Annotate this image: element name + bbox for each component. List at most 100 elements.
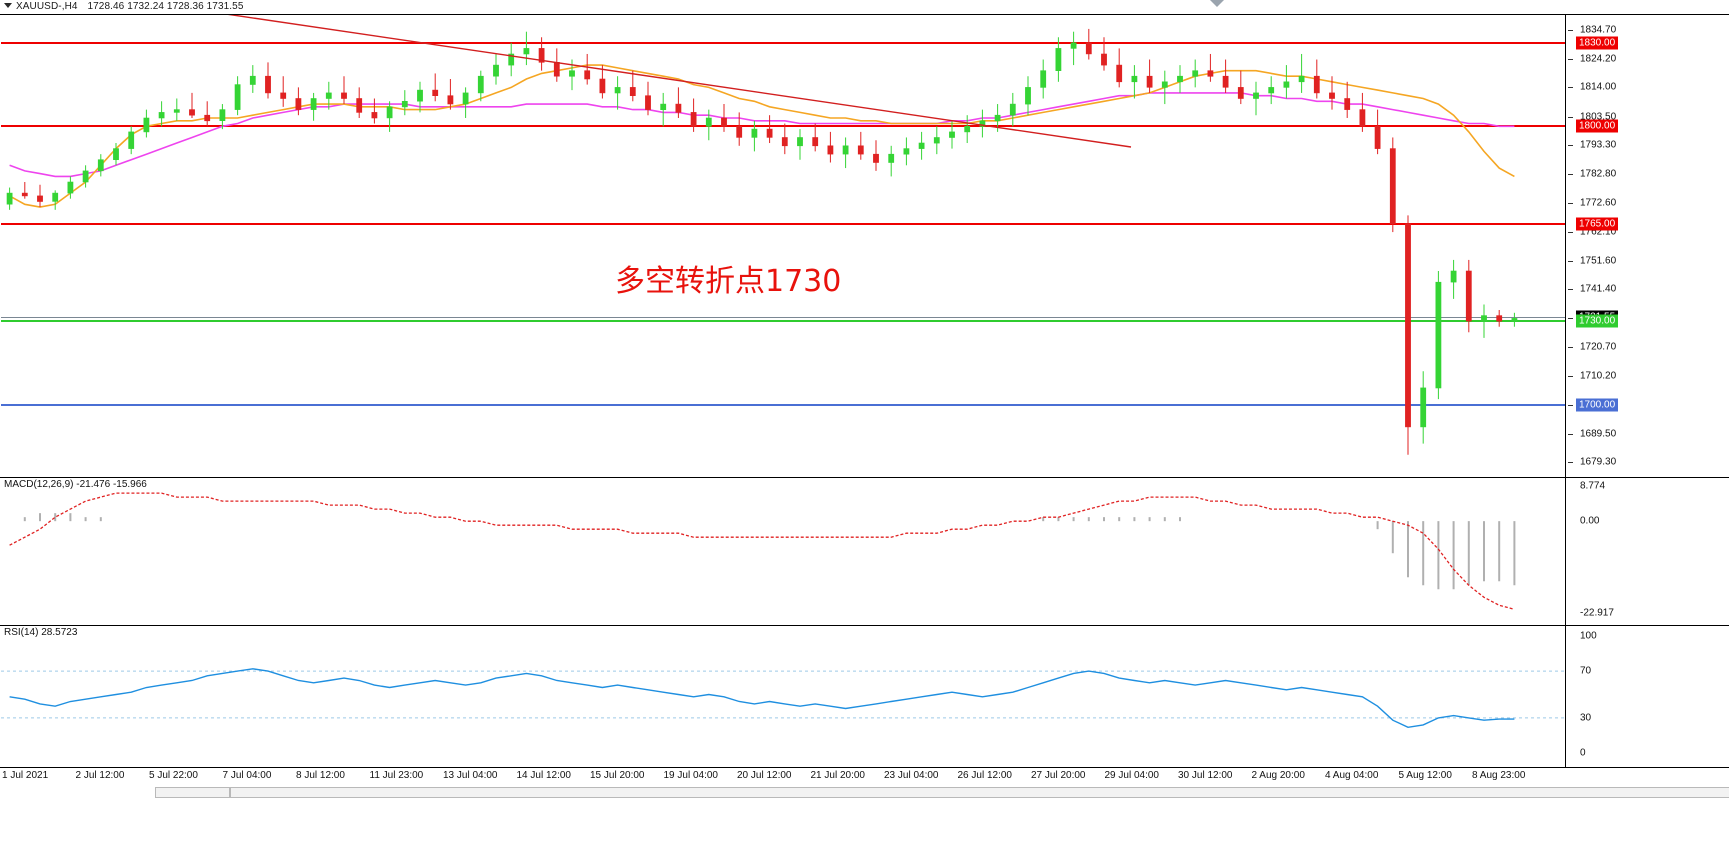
candle-body — [614, 87, 621, 94]
candle-body — [1435, 281, 1442, 389]
candle-body — [432, 89, 439, 96]
triangle-down-handle-icon[interactable] — [1210, 0, 1224, 7]
rsi-axis-label: 0 — [1580, 747, 1586, 759]
candle-body — [781, 137, 788, 147]
macd-axis: 8.774 0.00 -22.917 — [1565, 478, 1729, 625]
price-level-tag[interactable]: 1730.00 — [1576, 314, 1619, 328]
candle-body — [462, 92, 469, 105]
candle-body — [219, 109, 226, 121]
time-axis-label: 29 Jul 04:00 — [1104, 770, 1160, 781]
price-level-tag[interactable]: 1830.00 — [1576, 36, 1619, 50]
candle-body — [341, 92, 347, 99]
rsi-axis-label: 30 — [1580, 712, 1592, 724]
axis-tick — [1568, 347, 1573, 349]
tab-segment[interactable] — [155, 787, 230, 798]
price-axis-label: 1814.00 — [1580, 81, 1617, 93]
candle-body — [173, 109, 180, 113]
chart-tab-row[interactable] — [0, 787, 1729, 799]
candle-body — [1359, 109, 1366, 127]
price-level-tag[interactable]: 1800.00 — [1576, 119, 1619, 133]
time-axis-label: 14 Jul 12:00 — [516, 770, 572, 781]
candle-body — [1405, 223, 1411, 428]
macd-series-svg — [9, 492, 1516, 610]
time-axis-label: 13 Jul 04:00 — [443, 770, 498, 781]
candle-body — [1070, 42, 1077, 49]
candle-body — [1283, 81, 1290, 88]
candle-body — [645, 95, 651, 110]
candle-body — [1344, 98, 1351, 110]
candle-body — [1025, 87, 1031, 105]
rsi-plot-area[interactable] — [1, 626, 1565, 767]
price-level-line[interactable] — [1, 320, 1565, 323]
time-axis-label: 20 Jul 12:00 — [737, 770, 792, 781]
price-axis[interactable]: 1834.70 1824.20 1814.00 1803.50 1793.30 1782.… — [1565, 15, 1729, 477]
candle-body — [751, 128, 758, 138]
candle-body — [1481, 315, 1487, 322]
axis-tick — [1568, 376, 1573, 378]
price-axis-label: 1824.20 — [1580, 53, 1617, 65]
rsi-axis: 100 70 30 0 — [1565, 626, 1729, 767]
axis-tick — [1568, 261, 1573, 263]
candle-body — [979, 120, 986, 127]
candle-body — [797, 137, 803, 147]
price-axis-label: 1689.50 — [1580, 428, 1617, 440]
candle-body — [827, 145, 834, 155]
price-level-line[interactable] — [1, 403, 1565, 406]
candle-body — [1101, 53, 1107, 66]
candle-body — [234, 84, 241, 110]
candle-body — [903, 148, 910, 155]
time-axis[interactable]: 1 Jul 2021 2 Jul 12:00 5 Jul 22:00 7 Jul 04… — [0, 768, 1729, 786]
price-level-tag[interactable]: 1700.00 — [1576, 398, 1619, 412]
macd-plot-area[interactable] — [1, 478, 1565, 625]
time-axis-label: 8 Jul 12:00 — [296, 770, 345, 781]
candle-body — [918, 142, 925, 149]
candle-body — [158, 112, 165, 119]
candle-body — [812, 137, 819, 147]
candle-body — [508, 53, 515, 66]
ma-slow-line — [9, 92, 1515, 178]
time-axis-label: 23 Jul 04:00 — [884, 770, 939, 781]
candle-body — [569, 70, 575, 77]
candle-body — [1222, 75, 1229, 88]
candle-body — [721, 117, 727, 127]
candle-body — [371, 112, 378, 119]
price-pane: 1834.70 1824.20 1814.00 1803.50 1793.30 1782.… — [0, 14, 1729, 478]
candle-body — [599, 78, 606, 94]
rsi-line — [9, 668, 1515, 729]
tab-segment[interactable] — [230, 787, 1729, 798]
candle-body — [1009, 103, 1016, 116]
price-level-line[interactable] — [1, 316, 1565, 318]
candle-body — [52, 192, 59, 202]
symbol-header-bar: XAUUSD-,H4 1728.46 1732.24 1728.36 1731.… — [0, 0, 1729, 15]
time-axis-label: 4 Aug 04:00 — [1325, 770, 1379, 781]
price-level-tag[interactable]: 1765.00 — [1576, 217, 1619, 231]
candle-body — [1496, 315, 1503, 322]
time-axis-label: 11 Jul 23:00 — [369, 770, 424, 781]
triangle-down-icon[interactable] — [4, 3, 12, 8]
time-axis-label: 5 Jul 22:00 — [149, 770, 198, 781]
trend-line — [227, 15, 1132, 148]
candle-body — [21, 192, 28, 197]
ohlc-values: 1728.46 1732.24 1728.36 1731.55 — [87, 1, 244, 12]
candle-body — [538, 48, 545, 63]
candle-body — [1511, 318, 1518, 322]
axis-tick — [1568, 289, 1573, 291]
price-axis-label: 1710.20 — [1580, 370, 1617, 382]
symbol-label: XAUUSD-,H4 — [16, 1, 78, 12]
macd-axis-label: 8.774 — [1580, 480, 1606, 492]
candle-body — [690, 112, 697, 127]
candle-body — [857, 145, 864, 155]
candle-body — [1389, 148, 1396, 225]
price-level-line[interactable] — [1, 41, 1565, 44]
candle-body — [1146, 75, 1153, 88]
candle-body — [523, 48, 530, 55]
candle-body — [1253, 92, 1259, 99]
price-level-line[interactable] — [1, 125, 1565, 128]
price-plot-area[interactable] — [1, 15, 1565, 477]
candle-body — [1161, 81, 1168, 88]
rsi-pane: 100 70 30 0 RSI(14) 28.5723 — [0, 626, 1729, 768]
candle-body — [1298, 75, 1305, 83]
price-level-line[interactable] — [1, 222, 1565, 225]
axis-tick — [1568, 174, 1573, 176]
time-axis-label: 21 Jul 20:00 — [810, 770, 866, 781]
